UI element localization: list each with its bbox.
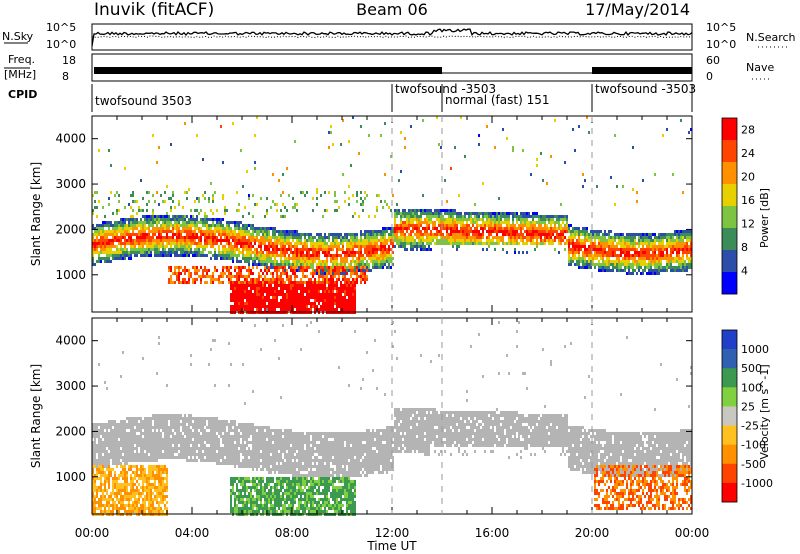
colorbar-tick-label: 500 xyxy=(741,362,762,375)
nsearch-tick-top: 10^5 xyxy=(706,21,736,34)
x-tick-label: 04:00 xyxy=(175,526,210,540)
colorbar-swatch xyxy=(722,425,737,445)
freq-bar-segment xyxy=(94,67,442,74)
velocity-ylabel: Slant Range [km] xyxy=(29,364,43,468)
cpid-label: CPID xyxy=(8,88,37,101)
colorbar-swatch xyxy=(722,206,737,229)
colorbar-swatch xyxy=(722,228,737,251)
power-colorbar-label: Power [dB] xyxy=(758,188,771,248)
colorbar-swatch xyxy=(722,162,737,185)
nave-tick-bottom: 0 xyxy=(706,70,713,83)
y-tick-label: 4000 xyxy=(55,334,86,348)
colorbar-swatch xyxy=(722,482,737,503)
colorbar-tick-label: 20 xyxy=(741,171,755,184)
beam-title: Beam 06 xyxy=(356,0,428,19)
power-image xyxy=(92,116,692,314)
nsky-trace xyxy=(91,28,693,47)
colorbar-swatch xyxy=(722,463,737,484)
x-tick-label: 00:00 xyxy=(75,526,110,540)
nsearch-label: N.Search xyxy=(746,31,796,44)
cpid-segment-label: twofsound 3503 xyxy=(95,94,192,108)
colorbar-tick-label: 1000 xyxy=(741,343,769,356)
freq-tick-bottom: 8 xyxy=(62,70,69,83)
y-tick-label: 4000 xyxy=(55,132,86,146)
freq-strip: Freq. [MHz] 18 8 60 0 Nave xyxy=(4,53,774,83)
colorbar-tick-label: 100 xyxy=(741,381,762,394)
velocity-image xyxy=(92,321,692,516)
y-tick-label: 2000 xyxy=(55,424,86,438)
colorbar-swatch xyxy=(722,444,737,465)
colorbar-swatch xyxy=(722,118,737,141)
colorbar-tick-label: 25 xyxy=(741,400,755,413)
colorbar-swatch xyxy=(722,387,737,407)
colorbar-swatch xyxy=(722,368,737,388)
power-ylabel: Slant Range [km] xyxy=(29,162,43,266)
colorbar-swatch xyxy=(722,184,737,207)
date-title: 17/May/2014 xyxy=(585,0,690,19)
colorbar-tick-label: -25 xyxy=(741,420,759,433)
freq-label: Freq. xyxy=(8,53,35,66)
nsky-tick-bottom: 10^0 xyxy=(46,38,76,51)
colorbar-tick-label: -500 xyxy=(741,458,766,471)
colorbar-tick-label: -1000 xyxy=(741,477,773,490)
colorbar-tick-label: 12 xyxy=(741,218,755,231)
x-tick-label: 16:00 xyxy=(475,526,510,540)
colorbar-tick-label: 16 xyxy=(741,194,755,207)
velocity-colorbar-label: Velocity [m s^-1] xyxy=(758,364,771,459)
y-tick-label: 1000 xyxy=(55,470,86,484)
colorbar-tick-label: 4 xyxy=(741,265,748,278)
nsky-strip: N.Sky 10^5 10^0 10^5 10^0 N.Search xyxy=(2,21,796,51)
colorbar-swatch xyxy=(722,330,737,350)
y-tick-label: 3000 xyxy=(55,379,86,393)
colorbar-swatch xyxy=(722,349,737,369)
x-tick-label: 08:00 xyxy=(275,526,310,540)
freq-bar-segment xyxy=(592,67,692,74)
x-tick-label: 00:00 xyxy=(675,526,710,540)
colorbar-swatch xyxy=(722,406,737,426)
colorbar-frame xyxy=(721,329,738,503)
colorbar-tick-label: 28 xyxy=(741,124,755,137)
x-axis-label: Time UT xyxy=(366,539,417,553)
nave-tick-top: 60 xyxy=(706,54,720,67)
cpid-segment-label: normal (fast) 151 xyxy=(445,93,549,107)
colorbar-swatch xyxy=(722,250,737,273)
station-title: Inuvik (fitACF) xyxy=(94,0,214,20)
colorbar-swatch xyxy=(722,272,737,295)
nave-label: Nave xyxy=(746,61,774,74)
colorbar-swatch xyxy=(722,140,737,163)
y-tick-label: 1000 xyxy=(55,268,86,282)
power-panel: 1000 2000 3000 4000 Slant Range [km] 4 8 12 16… xyxy=(29,115,771,314)
x-tick-label: 20:00 xyxy=(575,526,610,540)
velocity-panel: 1000 2000 3000 4000 Slant Range [km] 1000 50… xyxy=(29,317,773,516)
colorbar-tick-label: -100 xyxy=(741,439,766,452)
y-tick-label: 2000 xyxy=(55,222,86,236)
colorbar-frame xyxy=(721,117,738,295)
cpid-segment-label: twofsound -3503 xyxy=(595,82,696,96)
freq-tick-top: 18 xyxy=(62,54,76,67)
colorbar-tick-label: 8 xyxy=(741,241,748,254)
x-tick-label: 12:00 xyxy=(375,526,410,540)
nsky-label: N.Sky xyxy=(2,30,34,43)
colorbar-tick-label: 24 xyxy=(741,147,755,160)
cpid-segment-label: twofsound -3503 xyxy=(395,82,496,96)
nsearch-trace xyxy=(91,35,693,39)
nsky-tick-top: 10^5 xyxy=(46,21,76,34)
freq-unit: [MHz] xyxy=(4,68,36,81)
nsearch-tick-bottom: 10^0 xyxy=(706,38,736,51)
y-tick-label: 3000 xyxy=(55,177,86,191)
freq-band xyxy=(94,67,692,74)
